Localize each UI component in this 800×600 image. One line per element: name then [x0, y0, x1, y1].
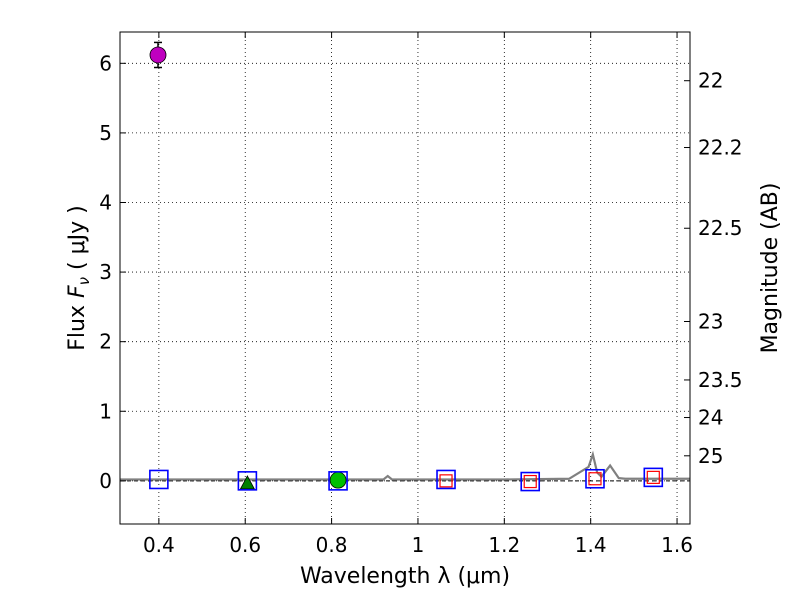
- plot-area: [120, 41, 690, 492]
- plot-frame: [119, 31, 691, 525]
- observed-square-marker: [646, 470, 660, 484]
- y-axis-label-prefix: Flux: [65, 298, 90, 351]
- y-tick-label: 0: [99, 469, 112, 493]
- model-flux-square-marker: [328, 471, 348, 491]
- y-axis-label-subscript: ν: [75, 277, 93, 285]
- mag-tick-label: 23.5: [698, 368, 743, 392]
- data-point-circle: [329, 471, 347, 489]
- y-tick-label: 5: [99, 121, 112, 145]
- observed-square-marker: [523, 474, 537, 489]
- x-tick-label: 1.6: [661, 533, 693, 557]
- model-flux-square-marker: [643, 467, 664, 488]
- y-tick-label: 4: [99, 190, 112, 214]
- mag-tick-label: 24: [698, 406, 723, 430]
- y2-axis-label: Magnitude (AB): [758, 183, 783, 354]
- x-tick-label: 0.6: [229, 533, 261, 557]
- data-point-triangle: [239, 475, 256, 490]
- y-tick-label: 1: [99, 399, 112, 423]
- model-flux-square-marker: [520, 471, 541, 492]
- model-flux-square-marker: [149, 469, 169, 490]
- x-tick-label: 1.2: [488, 533, 520, 557]
- mag-tick-label: 23: [698, 309, 723, 333]
- grid-lines: [120, 32, 690, 524]
- mag-tick-label: 22: [698, 69, 723, 93]
- observed-square-marker: [439, 474, 453, 488]
- x-tick-label: 1: [412, 533, 425, 557]
- model-flux-square-marker: [436, 469, 456, 490]
- model-flux-square-marker: [585, 468, 605, 489]
- y-axis-label-symbol: F: [65, 285, 90, 298]
- observed-square-marker: [588, 472, 602, 486]
- axis-ticks: 0.4 0.6 0.8 1 1.2 1.4 1.601234562222.222.52323…: [99, 32, 743, 557]
- y-tick-label: 6: [99, 51, 112, 75]
- y-axis-label-suffix: ( μJy ): [65, 205, 90, 277]
- y-tick-label: 3: [99, 260, 112, 284]
- x-tick-label: 1.4: [575, 533, 607, 557]
- data-point-circle: [149, 46, 167, 64]
- x-axis-label: Wavelength λ (μm): [300, 564, 510, 589]
- x-tick-label: 0.4: [143, 533, 175, 557]
- model-flux-square-marker: [237, 471, 258, 491]
- mag-tick-label: 22.5: [698, 216, 743, 240]
- mag-tick-label: 25: [698, 444, 723, 468]
- y-axis-label: Flux Fν ( μJy ): [65, 205, 93, 350]
- y-tick-label: 2: [99, 330, 112, 354]
- x-tick-label: 0.8: [316, 533, 348, 557]
- mag-tick-label: 22.2: [698, 136, 743, 160]
